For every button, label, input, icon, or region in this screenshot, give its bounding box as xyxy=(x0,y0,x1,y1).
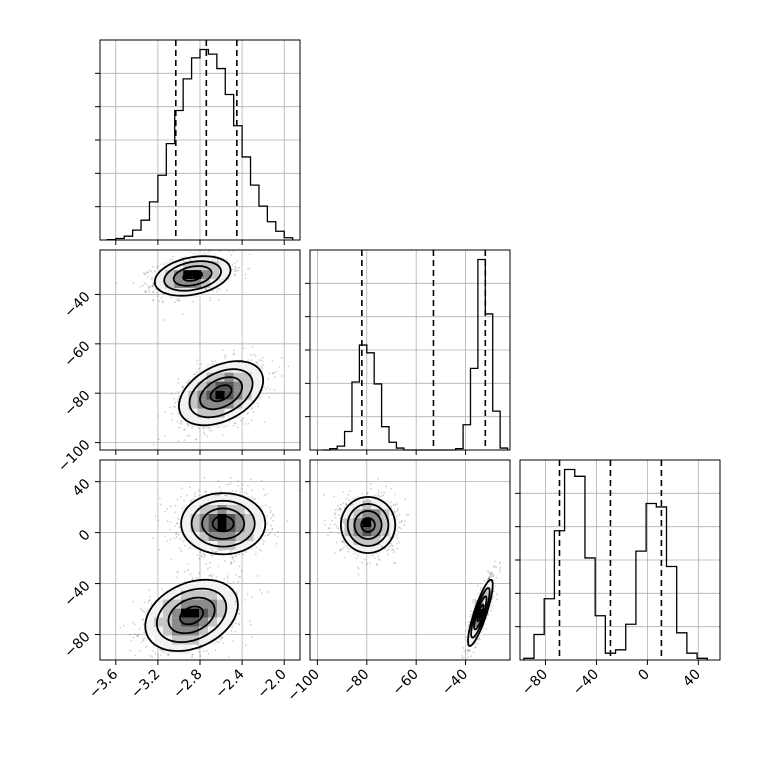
contour-1sigma xyxy=(353,510,383,540)
x-tick-label: −80 xyxy=(519,666,551,698)
x-tick-label: −80 xyxy=(340,666,372,698)
contour-2sigma xyxy=(153,255,232,297)
x-tick-label: −40 xyxy=(439,666,471,698)
contour-1sigma xyxy=(172,265,213,287)
histogram-p1 xyxy=(305,249,511,455)
histogram-step-p1 xyxy=(322,258,509,451)
panel-frame xyxy=(309,459,511,661)
x-tick-label: −40 xyxy=(570,666,602,698)
contour-2sigma xyxy=(467,578,494,647)
contour-0.5sigma xyxy=(476,603,485,622)
histogram-step-p0 xyxy=(106,48,294,241)
y-tick-label: −80 xyxy=(61,388,93,420)
contour-1sigma xyxy=(201,507,246,540)
y-tick-label: 0 xyxy=(76,527,94,545)
histogram-step-p2 xyxy=(523,468,708,660)
contour-1sigma xyxy=(199,376,244,411)
y-tick-label: −100 xyxy=(55,437,94,476)
contour-1.5sigma xyxy=(346,502,390,547)
contour-0.5sigma xyxy=(182,270,203,282)
contour-1.5sigma xyxy=(190,499,256,548)
contour-1sigma xyxy=(473,595,488,631)
contour-2sigma xyxy=(177,360,265,427)
y-tick-label: −80 xyxy=(61,629,93,661)
contour-2sigma xyxy=(180,492,267,556)
y-tick-label: 40 xyxy=(70,476,94,500)
y-tick-label: −40 xyxy=(61,289,93,321)
y-tick-label: −60 xyxy=(61,338,93,370)
joint-panel-p0-p1: −100 −80 −60 −40 xyxy=(55,249,301,476)
y-tick-label: −40 xyxy=(61,578,93,610)
histogram-p2: −80 −40 0 40 xyxy=(515,459,721,699)
density-cells xyxy=(181,496,263,550)
contour-1.5sigma xyxy=(188,368,254,419)
x-tick-label: −2.4 xyxy=(212,666,247,701)
density-mode-0 xyxy=(180,492,267,556)
density-mode-1 xyxy=(465,578,494,647)
x-tick-label: 0 xyxy=(635,666,653,684)
contour-2sigma xyxy=(144,578,239,652)
contour-0.5sigma xyxy=(360,517,376,533)
contour-0.5sigma xyxy=(211,515,235,533)
contour-1.5sigma xyxy=(163,260,222,292)
contour-0.5sigma xyxy=(209,384,233,403)
density-mode-0 xyxy=(153,252,232,298)
x-tick-label: 40 xyxy=(680,666,704,690)
contour-1sigma xyxy=(167,596,216,635)
density-mode-1 xyxy=(144,578,239,654)
histogram-p0 xyxy=(95,39,301,245)
x-tick-label: −3.2 xyxy=(128,666,163,701)
contour-2sigma xyxy=(339,495,397,554)
x-tick-label: −2.8 xyxy=(170,666,205,701)
x-tick-label: −2.0 xyxy=(255,666,290,701)
x-tick-label: −3.6 xyxy=(86,666,121,701)
x-tick-label: −100 xyxy=(285,666,324,705)
density-mode-1 xyxy=(177,360,265,427)
contour-1.5sigma xyxy=(470,587,491,639)
joint-panel-p0-p2: −3.6 −3.2 −2.8 −2.4 −2.0 −80 −40 0 40 xyxy=(61,459,301,702)
density-mode-0 xyxy=(339,495,399,555)
joint-panel-p1-p2: −100 −80 −60 −40 xyxy=(285,459,511,705)
x-tick-label: −60 xyxy=(390,666,422,698)
contour-1.5sigma xyxy=(156,587,228,643)
contour-0.5sigma xyxy=(179,605,204,626)
